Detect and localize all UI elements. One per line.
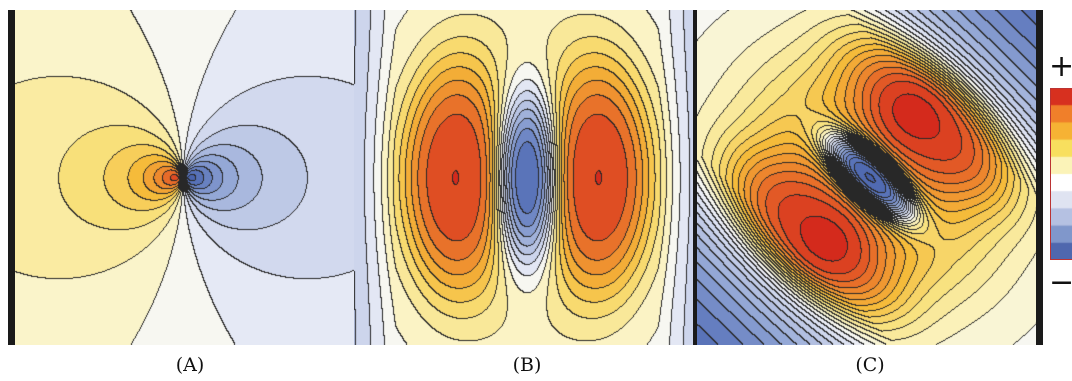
contour-plot-b	[354, 10, 700, 345]
colorbar	[1050, 88, 1072, 260]
contour-panel-c	[697, 10, 1043, 345]
colorbar-minus-label: −	[1049, 265, 1072, 300]
right-edge-bar	[693, 10, 700, 345]
contour-plot-a	[8, 10, 358, 345]
colorbar-frame	[1050, 88, 1072, 260]
contour-panel-a	[8, 10, 361, 345]
caption-a: (A)	[175, 354, 205, 376]
colorbar-gradient	[1050, 88, 1072, 260]
caption-c: (C)	[855, 354, 885, 376]
left-edge-bar	[8, 10, 15, 345]
caption-b: (B)	[512, 354, 542, 376]
contour-plot-c	[697, 10, 1043, 345]
contour-panel-b	[354, 10, 700, 345]
right-edge-bar	[1036, 10, 1043, 345]
colorbar-plus-label: +	[1049, 49, 1072, 84]
